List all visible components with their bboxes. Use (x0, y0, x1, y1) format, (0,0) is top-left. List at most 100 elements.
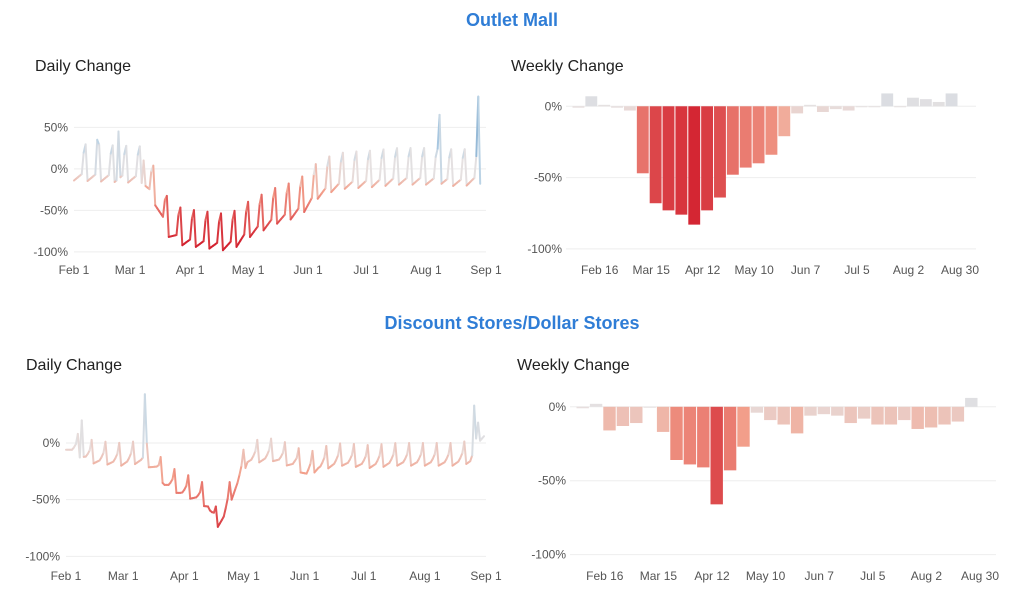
line-segment (352, 442, 357, 468)
weekly-bar (871, 406, 884, 425)
y-tick-label: -50% (538, 474, 566, 488)
weekly-bar (924, 406, 938, 428)
line-segment (355, 150, 360, 189)
weekly-bar (831, 406, 844, 416)
line-segment (238, 464, 243, 476)
line-segment (274, 187, 279, 225)
weekly-bar (844, 406, 857, 424)
line-segment (432, 155, 437, 180)
line-segment (351, 158, 356, 183)
weekly-bar (919, 99, 932, 107)
line-segment (201, 481, 206, 508)
line-segment (477, 421, 482, 442)
weekly-bar (911, 406, 924, 429)
x-tick-label: Aug 1 (410, 263, 442, 277)
x-tick-label: May 1 (232, 263, 265, 277)
section-title-discount-stores: Discount Stores/Dollar Stores (384, 313, 640, 333)
weekly-bar (750, 406, 764, 413)
y-tick-label: 0% (545, 99, 563, 113)
line-segment (256, 438, 261, 464)
line-segment (270, 196, 275, 221)
line-segment (481, 435, 486, 440)
x-tick-label: May 1 (227, 569, 260, 583)
line-segment (324, 164, 329, 190)
line-segment (179, 206, 184, 247)
x-tick-label: Feb 16 (586, 569, 624, 583)
line-segment (80, 419, 85, 458)
x-tick-label: Mar 1 (115, 263, 146, 277)
weekly-bar (817, 406, 831, 415)
x-tick-label: Aug 30 (941, 263, 979, 277)
discount-daily-title: Daily Change (26, 357, 123, 374)
line-segment (301, 175, 306, 214)
weekly-bar (752, 106, 765, 164)
weekly-bar (739, 106, 752, 168)
y-tick-label: 0% (549, 400, 567, 414)
x-tick-label: Jul 5 (844, 263, 870, 277)
x-tick-label: Jul 5 (860, 569, 886, 583)
line-segment (107, 152, 112, 177)
daily-change-series (73, 95, 482, 252)
weekly-bar (804, 104, 816, 107)
line-segment (459, 156, 464, 181)
line-segment (328, 155, 333, 194)
line-segment (310, 173, 315, 199)
weekly-bar (894, 106, 907, 108)
x-tick-label: Mar 15 (640, 569, 678, 583)
weekly-bar (589, 403, 603, 407)
line-segment (337, 160, 342, 185)
x-tick-label: Apr 12 (694, 569, 730, 583)
weekly-bar (675, 106, 688, 215)
discount-weekly-title: Weekly Change (517, 357, 630, 374)
x-tick-label: Jun 1 (293, 263, 323, 277)
weekly-bar (697, 406, 710, 468)
x-tick-label: Jun 7 (791, 263, 821, 277)
line-segment (104, 440, 109, 466)
x-tick-label: Jul 1 (351, 569, 377, 583)
x-tick-label: Aug 1 (409, 569, 441, 583)
weekly-bar (585, 96, 598, 107)
line-segment (206, 210, 211, 250)
weekly-bar (945, 93, 958, 107)
line-segment (283, 191, 288, 216)
line-segment (435, 442, 440, 467)
weekly-bar (778, 106, 791, 137)
line-segment (408, 442, 413, 467)
line-segment (132, 440, 137, 466)
weekly-bar (701, 106, 714, 211)
weekly-bar (710, 406, 723, 505)
line-segment (202, 218, 207, 243)
line-segment (380, 443, 385, 468)
y-tick-label: -100% (33, 245, 68, 259)
line-segment (297, 447, 302, 474)
line-segment (419, 155, 424, 179)
x-tick-label: Jun 1 (290, 569, 320, 583)
weekly-bar (670, 406, 683, 460)
weekly-bar (611, 106, 623, 108)
line-segment (438, 113, 443, 185)
weekly-bar (623, 106, 636, 111)
y-tick-label: -50% (40, 203, 68, 217)
line-segment (382, 148, 387, 187)
weekly-bar (951, 406, 965, 422)
line-segment (121, 153, 126, 177)
line-segment (434, 147, 439, 158)
weekly-bar (907, 97, 919, 107)
weekly-bar (630, 406, 643, 424)
weekly-bar (829, 106, 842, 110)
line-segment (94, 138, 99, 176)
x-tick-label: Feb 1 (59, 263, 90, 277)
outlet-daily-title: Daily Change (35, 58, 132, 75)
line-segment (173, 468, 178, 494)
line-segment (368, 149, 373, 189)
y-tick-label: -100% (25, 549, 60, 563)
line-segment (142, 159, 147, 188)
weekly-bar (726, 106, 739, 175)
line-segment (161, 198, 166, 218)
y-tick-label: -100% (527, 242, 562, 256)
weekly-bar (576, 406, 589, 409)
line-segment (473, 155, 478, 179)
line-segment (145, 442, 150, 469)
line-segment (111, 144, 116, 183)
line-segment (80, 151, 85, 176)
